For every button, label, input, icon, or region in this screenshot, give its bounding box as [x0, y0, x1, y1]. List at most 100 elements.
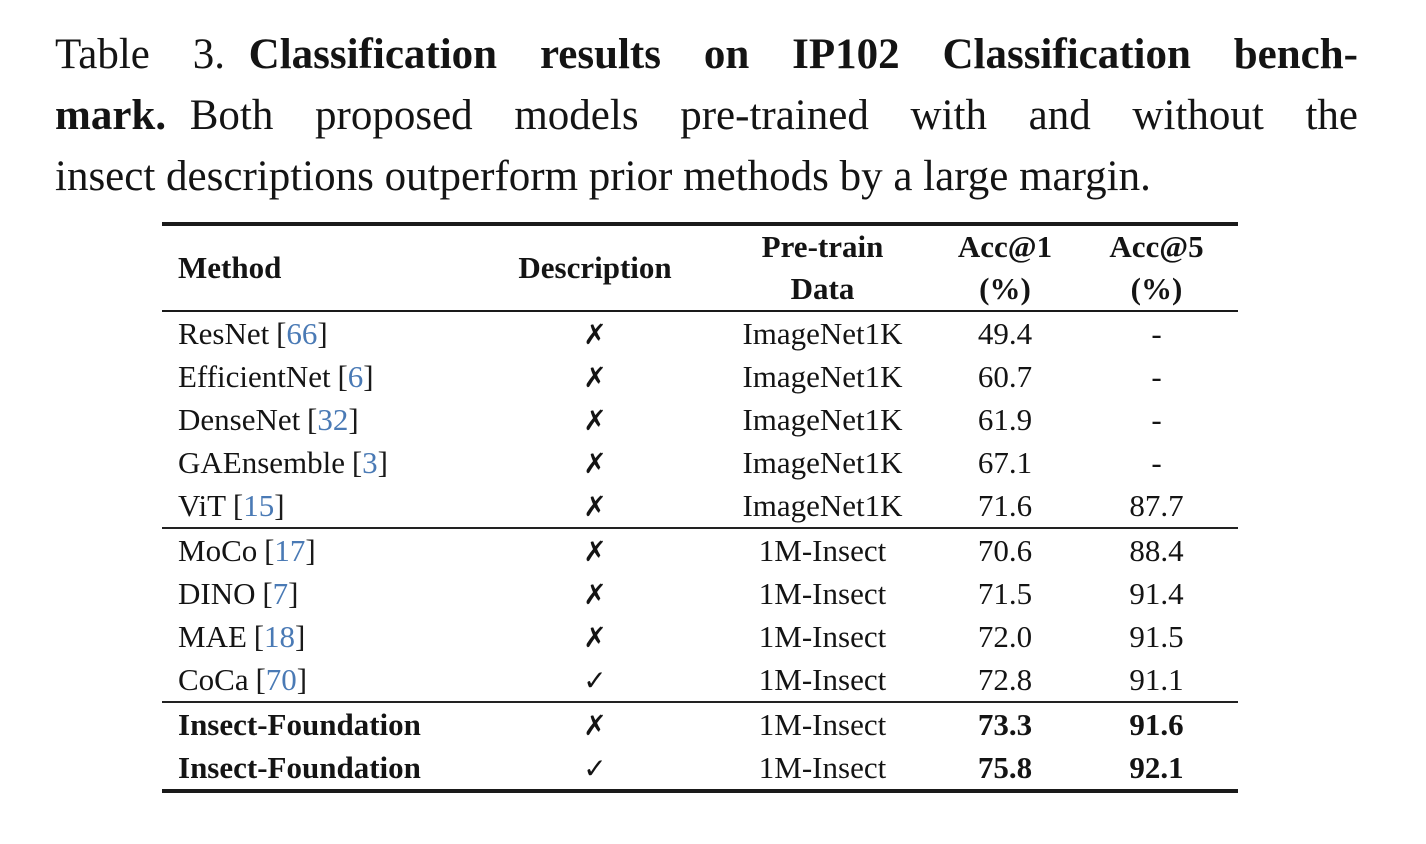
method-name: DenseNet	[178, 401, 301, 437]
citation-link[interactable]: 15	[243, 487, 275, 523]
citation: [17]	[264, 532, 316, 568]
cross-mark-icon: ✗	[583, 708, 607, 742]
col-header-description: Description	[480, 224, 710, 312]
method-name: ViT	[178, 487, 227, 523]
acc1-value: 71.5	[977, 575, 1033, 611]
acc1-value: 67.1	[977, 444, 1033, 480]
acc5-value: 91.1	[1129, 661, 1184, 697]
pretrain-data: ImageNet1K	[742, 487, 903, 523]
method-name: MAE	[178, 618, 247, 654]
cross-mark-icon: ✗	[583, 534, 607, 568]
cross-mark-icon: ✗	[583, 317, 607, 351]
cross-mark-icon: ✗	[583, 446, 607, 480]
acc1-value: 70.6	[935, 527, 1075, 572]
caption-title-part2: mark.	[55, 92, 167, 139]
caption-line-1: Table 3. Classification results on IP102 …	[55, 24, 1358, 85]
table-row-gaensemble: GAEnsemble [3] ✗ ImageNet1K 67.1 -	[162, 441, 1238, 484]
acc1-value: 49.4	[977, 315, 1033, 351]
citation-link[interactable]: 6	[347, 358, 364, 394]
method-name: ResNet	[178, 315, 270, 351]
acc5-value: -	[1151, 401, 1162, 437]
pretrain-data: ImageNet1K	[742, 401, 903, 437]
citation-link[interactable]: 17	[274, 532, 306, 568]
table-caption: Table 3. Classification results on IP102 …	[55, 24, 1358, 207]
acc5-value: 87.7	[1129, 487, 1184, 523]
caption-body-line3: insect descriptions outperform prior met…	[55, 153, 1151, 200]
table-row-mae: MAE [18] ✗ 1M-Insect 72.0 91.5	[162, 615, 1238, 658]
pretrain-data: ImageNet1K	[742, 315, 903, 351]
cross-mark-icon: ✗	[583, 620, 607, 654]
citation: [3]	[351, 444, 388, 480]
method-name: EfficientNet	[178, 358, 331, 394]
citation: [15]	[232, 487, 285, 523]
method-name: CoCa	[178, 661, 249, 697]
citation-link[interactable]: 66	[286, 315, 318, 351]
table-row-coca: CoCa [70] ✓ 1M-Insect 72.8 91.1	[162, 658, 1238, 702]
caption-table-label: Table 3.	[55, 31, 225, 78]
method-name: MoCo	[178, 532, 258, 568]
pretrain-data: ImageNet1K	[742, 358, 903, 394]
citation-link[interactable]: 3	[362, 444, 378, 480]
citation: [7]	[262, 575, 299, 611]
results-table-container: Method Description Pre-train Data Acc@1 …	[162, 222, 1238, 793]
acc1-value: 72.8	[977, 661, 1033, 697]
caption-line-3: insect descriptions outperform prior met…	[55, 146, 1358, 207]
table-row-efficientnet: EfficientNet [6] ✗ ImageNet1K 60.7 -	[162, 355, 1238, 398]
table-row-moco: MoCo [17] ✗ 1M-Insect 70.6 88.4	[162, 527, 1238, 572]
caption-line-2: mark. Both proposed models pre-trained wi…	[55, 85, 1358, 146]
pretrain-data: 1M-Insect	[710, 527, 935, 572]
acc1-value: 71.6	[977, 487, 1033, 523]
citation: [18]	[253, 618, 306, 654]
header-row: Method Description Pre-train Data Acc@1 …	[162, 224, 1238, 312]
pretrain-data: ImageNet1K	[742, 444, 903, 480]
caption-title-part1: Classification results on IP102 Classifi…	[248, 31, 1358, 78]
pretrain-data: 1M-Insect	[758, 661, 887, 697]
citation-link[interactable]: 32	[317, 401, 349, 437]
cross-mark-icon: ✗	[583, 489, 607, 523]
acc1-value: 72.0	[977, 618, 1033, 654]
citation-link[interactable]: 7	[272, 575, 289, 611]
pretrain-data: 1M-Insect	[710, 701, 935, 746]
acc5-value: 92.1	[1129, 749, 1184, 785]
col-header-pretrain-data: Pre-train Data	[710, 224, 935, 312]
col-header-acc5: Acc@5 (%)	[1075, 224, 1238, 312]
caption-body-line2: Both proposed models pre-trained with an…	[189, 92, 1358, 139]
acc1-value: 75.8	[977, 749, 1033, 785]
table-row-insect-foundation-no-desc: Insect-Foundation ✗ 1M-Insect 73.3 91.6	[162, 701, 1238, 746]
check-mark-icon: ✓	[583, 663, 607, 697]
acc1-value: 60.7	[977, 358, 1033, 394]
citation: [32]	[307, 401, 359, 437]
col-header-acc1: Acc@1 (%)	[935, 224, 1075, 312]
check-mark-icon: ✓	[583, 751, 607, 785]
acc5-value: 91.4	[1129, 575, 1184, 611]
results-table: Method Description Pre-train Data Acc@1 …	[162, 222, 1238, 793]
table-row-dino: DINO [7] ✗ 1M-Insect 71.5 91.4	[162, 572, 1238, 615]
citation: [70]	[255, 661, 308, 697]
table-row-vit: ViT [15] ✗ ImageNet1K 71.6 87.7	[162, 484, 1238, 528]
acc1-value: 73.3	[935, 701, 1075, 746]
acc1-value: 61.9	[977, 401, 1033, 437]
method-name: Insect-Foundation	[178, 706, 421, 742]
acc5-value: -	[1151, 358, 1162, 394]
pretrain-data: 1M-Insect	[758, 618, 887, 654]
acc5-value: 91.6	[1075, 701, 1238, 746]
citation-link[interactable]: 18	[264, 618, 296, 654]
table-row-insect-foundation-with-desc: Insect-Foundation ✓ 1M-Insect 75.8 92.1	[162, 746, 1238, 791]
cross-mark-icon: ✗	[583, 360, 607, 394]
citation: [66]	[276, 315, 328, 351]
pretrain-data: 1M-Insect	[758, 749, 887, 785]
acc5-value: 91.5	[1129, 618, 1184, 654]
table-row-resnet: ResNet [66] ✗ ImageNet1K 49.4 -	[162, 311, 1238, 355]
acc5-value: -	[1151, 315, 1162, 351]
acc5-value: -	[1151, 444, 1162, 480]
citation-link[interactable]: 70	[265, 661, 297, 697]
table-header: Method Description Pre-train Data Acc@1 …	[162, 224, 1238, 312]
method-name: GAEnsemble	[178, 444, 346, 480]
pretrain-data: 1M-Insect	[758, 575, 887, 611]
cross-mark-icon: ✗	[583, 577, 607, 611]
table-body: ResNet [66] ✗ ImageNet1K 49.4 - Efficient…	[162, 311, 1238, 791]
method-name: DINO	[178, 575, 256, 611]
citation: [6]	[337, 358, 374, 394]
method-name: Insect-Foundation	[178, 749, 421, 785]
acc5-value: 88.4	[1075, 527, 1238, 572]
